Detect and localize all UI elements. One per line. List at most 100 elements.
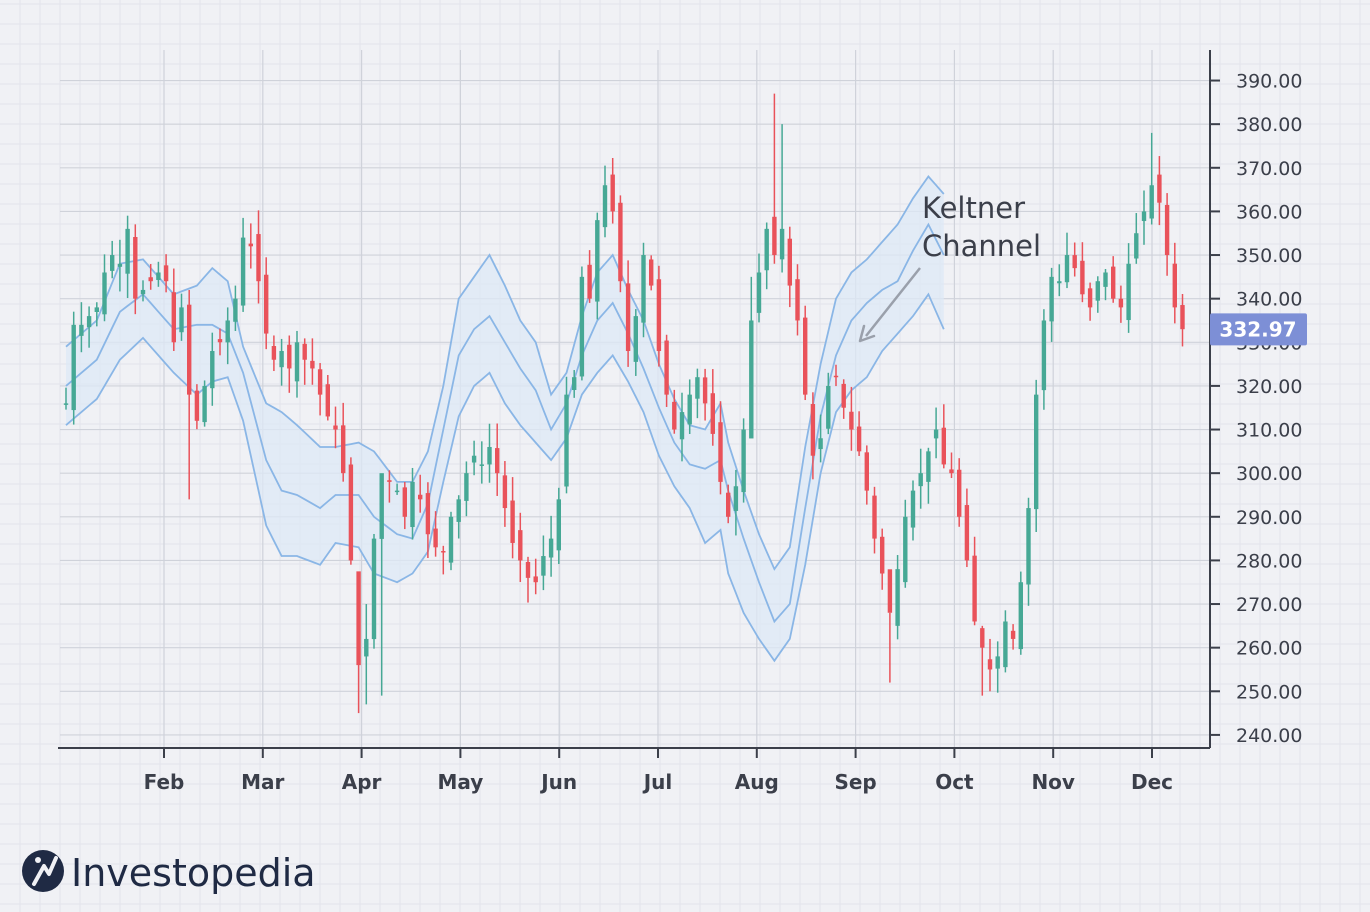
candle-body: [425, 493, 431, 535]
candle-body: [741, 429, 746, 493]
candle-body: [256, 234, 261, 282]
candle-body: [1111, 266, 1116, 299]
x-tick-label: Apr: [342, 770, 382, 794]
candle-body: [240, 237, 246, 306]
y-tick-label: 340.00: [1236, 289, 1302, 311]
candle-body: [248, 243, 253, 247]
candle-body: [926, 451, 931, 482]
candle-body: [564, 394, 569, 487]
candle-body: [941, 427, 946, 465]
candle-body: [348, 464, 354, 561]
candle-body: [333, 425, 338, 430]
candle-body: [602, 185, 608, 228]
candle-body: [918, 473, 923, 487]
y-tick-label: 370.00: [1236, 158, 1302, 180]
candle-body: [510, 500, 515, 543]
candle-body: [125, 228, 130, 274]
candle-body: [387, 480, 392, 482]
candle-body: [194, 390, 200, 421]
candle-body: [294, 342, 300, 382]
y-tick-label: 310.00: [1236, 420, 1302, 442]
annotation-line-1: Keltner: [922, 191, 1025, 225]
candle-body: [795, 279, 800, 321]
candle-body: [495, 448, 500, 474]
candle-body: [702, 377, 708, 404]
candle-body: [849, 411, 854, 430]
candle-body: [163, 265, 169, 282]
candle-body: [826, 385, 831, 429]
y-tick-label: 270.00: [1236, 594, 1302, 616]
candle-body: [803, 317, 808, 395]
candle-body: [433, 528, 438, 548]
investopedia-wordmark: Investopedia: [71, 851, 316, 895]
logo-dot-icon: [35, 857, 41, 863]
candle-body: [471, 455, 477, 463]
candle-body: [818, 438, 823, 450]
keltner-channel-fill: [66, 176, 944, 661]
candle-body: [86, 316, 92, 328]
candle-body: [872, 495, 877, 539]
y-tick-label: 240.00: [1236, 725, 1302, 747]
candle-body: [964, 505, 970, 561]
candle-body: [1134, 233, 1139, 259]
x-tick-label: Aug: [735, 770, 779, 794]
candle-body: [1018, 582, 1023, 650]
candle-body: [656, 279, 662, 352]
last-price-badge: [1210, 313, 1307, 346]
candle-body: [94, 307, 99, 312]
x-tick-label: Dec: [1131, 770, 1173, 794]
candle-body: [695, 377, 700, 399]
candle-body: [117, 263, 123, 267]
candle-body: [995, 656, 1000, 669]
candle-body: [1095, 281, 1100, 301]
candle-body: [672, 401, 677, 430]
candle-body: [518, 530, 523, 561]
candle-body: [233, 298, 238, 322]
candle-body: [148, 277, 153, 282]
x-tick-label: Jun: [539, 770, 577, 794]
candle-body: [933, 429, 939, 439]
candle-body: [980, 628, 985, 648]
candle-body: [102, 272, 107, 315]
candle-body: [810, 404, 816, 456]
candle-body: [710, 393, 715, 434]
candle-body: [179, 307, 184, 333]
candle-body: [1103, 272, 1108, 287]
investopedia-logo: Investopedia: [22, 850, 316, 895]
last-price-label: 332.97: [1219, 317, 1296, 341]
candle-body: [541, 556, 546, 576]
y-tick-label: 360.00: [1236, 201, 1302, 223]
candle-body: [302, 343, 307, 360]
keltner-middle-line: [65, 222, 945, 624]
candle-body: [418, 494, 423, 500]
candle-body: [625, 283, 631, 352]
candle-body: [225, 320, 230, 343]
candle-body: [279, 351, 284, 368]
candle-body: [856, 426, 862, 452]
logo-trend-icon: [32, 856, 58, 886]
candle-body: [1049, 276, 1054, 322]
candle-body: [110, 255, 115, 271]
candle-body: [749, 320, 754, 439]
y-tick-label: 380.00: [1236, 114, 1302, 136]
candle-body: [456, 499, 461, 522]
candle-body: [133, 236, 138, 299]
candle-body: [317, 369, 323, 395]
candle-body: [1087, 288, 1093, 308]
candle-body: [379, 473, 384, 539]
candle-body: [1034, 394, 1039, 510]
x-tick-label: May: [437, 770, 483, 794]
candle-body: [880, 536, 885, 574]
candle-body: [1041, 320, 1047, 391]
candle-body: [371, 538, 377, 640]
annotation-line-2: Channel: [922, 229, 1041, 263]
candle-body: [156, 272, 161, 280]
candle-body: [264, 274, 269, 334]
candle-body: [1072, 255, 1077, 269]
candle-body: [364, 638, 369, 657]
candle-body: [1118, 298, 1124, 308]
candle-body: [1157, 174, 1162, 203]
candle-body: [1141, 211, 1147, 222]
candle-body: [864, 452, 869, 491]
y-tick-label: 260.00: [1236, 638, 1302, 660]
